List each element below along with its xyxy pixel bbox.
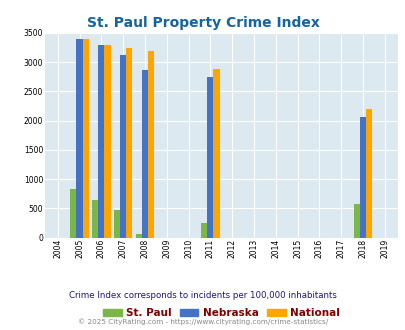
Text: Crime Index corresponds to incidents per 100,000 inhabitants: Crime Index corresponds to incidents per… bbox=[69, 291, 336, 300]
Bar bbox=[365, 109, 371, 238]
Bar bbox=[104, 45, 110, 238]
Bar bbox=[82, 39, 88, 238]
Bar bbox=[135, 234, 142, 238]
Bar bbox=[207, 78, 213, 238]
Bar bbox=[148, 50, 154, 238]
Bar bbox=[114, 210, 120, 238]
Bar bbox=[70, 189, 76, 238]
Bar bbox=[201, 223, 207, 238]
Text: St. Paul Property Crime Index: St. Paul Property Crime Index bbox=[86, 16, 319, 30]
Bar bbox=[92, 200, 98, 238]
Text: © 2025 CityRating.com - https://www.cityrating.com/crime-statistics/: © 2025 CityRating.com - https://www.city… bbox=[78, 318, 327, 325]
Bar bbox=[120, 55, 126, 238]
Bar bbox=[359, 116, 365, 238]
Legend: St. Paul, Nebraska, National: St. Paul, Nebraska, National bbox=[98, 304, 343, 322]
Bar bbox=[213, 69, 219, 238]
Bar bbox=[76, 39, 82, 238]
Bar bbox=[98, 45, 104, 238]
Bar bbox=[353, 204, 359, 238]
Bar bbox=[142, 70, 148, 238]
Bar bbox=[126, 48, 132, 238]
